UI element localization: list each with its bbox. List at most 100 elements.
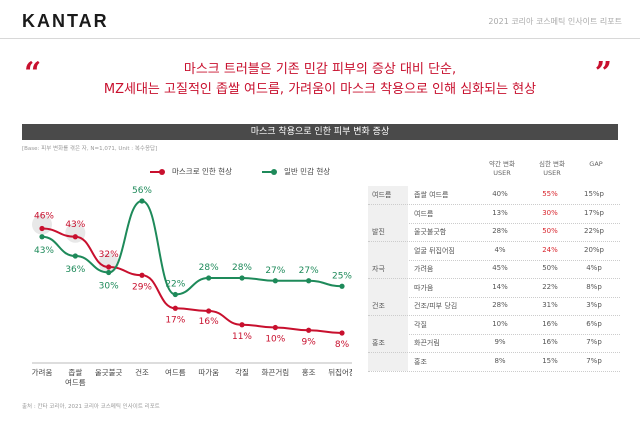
data-label: 28% xyxy=(199,263,219,273)
table-header-line: 약간 변화 xyxy=(489,160,515,168)
data-point xyxy=(206,308,212,314)
data-point xyxy=(106,269,112,276)
table-cell-mild: 14% xyxy=(492,282,508,291)
close-quote-mark: ” xyxy=(594,56,612,91)
table-row: 얼굴 뒤집어짐 4% 24% 20%p xyxy=(368,242,620,261)
data-point xyxy=(306,327,312,333)
x-tick-label: 가려움 xyxy=(32,367,53,377)
table-cell-gap: 7%p xyxy=(586,356,602,365)
data-point xyxy=(139,272,145,278)
data-label: 27% xyxy=(265,266,285,276)
table-cell-item: 여드름 xyxy=(414,209,434,218)
table-row: 여드름 13% 30% 17%p xyxy=(368,205,620,224)
data-label: 17% xyxy=(165,315,185,325)
table-header-line: GAP xyxy=(589,160,603,168)
table-cell-severe: 16% xyxy=(542,319,558,328)
table-cell-mild: 9% xyxy=(494,338,506,346)
table-cell-gap: 8%p xyxy=(586,282,602,291)
table-group-label: 건조 xyxy=(372,302,385,310)
table-header: 약간 변화 USER xyxy=(482,160,522,178)
data-label: 36% xyxy=(65,265,85,275)
table-cell-gap: 17%p xyxy=(583,208,604,217)
table-group-label: 자극 xyxy=(372,265,385,273)
legend-dot-red xyxy=(159,168,165,175)
table-row: 가려움 45% 50% 4%p xyxy=(368,260,620,279)
data-point xyxy=(172,305,178,311)
table-cell-item: 화끈거림 xyxy=(414,339,440,347)
open-quote-mark: “ xyxy=(24,56,42,91)
table-cell-mild: 13% xyxy=(492,208,508,217)
table-cell-severe: 50% xyxy=(542,227,558,235)
x-tick-label: 각질 xyxy=(235,367,249,377)
table-cell-item: 건조/피부 당김 xyxy=(414,302,458,310)
series-line-mask xyxy=(41,227,343,334)
x-tick-label: 여드름 xyxy=(65,377,86,387)
data-label: 30% xyxy=(99,282,119,292)
table-group-label: 발진 xyxy=(372,228,385,236)
table-header-line: USER xyxy=(493,169,511,177)
data-point xyxy=(39,225,45,232)
table-cell-item: 울긋불긋함 xyxy=(414,228,447,236)
headline: 마스크 트러블은 기존 민감 피부의 증상 대비 단순, MZ세대는 고질적인 … xyxy=(60,60,580,100)
series-line-general xyxy=(41,199,343,296)
data-label: 8% xyxy=(335,340,350,350)
base-note: [Base: 피부 변화를 겪은 자, N=1,071, Unit : 복수응답… xyxy=(22,146,158,152)
table-cell-item: 홍조 xyxy=(414,357,427,366)
table-cell-gap: 20%p xyxy=(583,245,604,254)
table-header-line: USER xyxy=(543,169,561,177)
table-cell-severe: 55% xyxy=(542,190,558,198)
table-cell-gap: 7%p xyxy=(586,338,602,346)
header-divider xyxy=(0,38,640,39)
legend-line-green xyxy=(262,170,276,173)
x-tick-label: 홍조 xyxy=(302,367,316,377)
table-cell-gap: 15%p xyxy=(583,190,604,198)
table-cell-severe: 24% xyxy=(542,245,558,254)
headline-line-1: 마스크 트러블은 기존 민감 피부의 증상 대비 단순, xyxy=(183,62,457,77)
data-point xyxy=(139,198,145,204)
table-row: 홍조 8% 15% 7%p xyxy=(368,353,620,372)
data-point xyxy=(306,278,312,284)
data-label: 28% xyxy=(232,263,252,273)
x-tick-label: 여드름 xyxy=(165,367,186,377)
table-cell-mild: 4% xyxy=(494,245,506,254)
table-cell-severe: 15% xyxy=(542,356,558,365)
data-point xyxy=(272,278,278,284)
table-group-label: 홍조 xyxy=(372,339,385,347)
table-cell-severe: 22% xyxy=(542,282,558,291)
x-tick-label: 건조 xyxy=(135,367,149,377)
table-cell-gap: 22%p xyxy=(583,227,604,235)
table-row: 각질 10% 16% 6%p xyxy=(368,316,620,335)
x-tick-label: 화끈거림 xyxy=(262,368,290,377)
data-point xyxy=(272,324,278,331)
table-row: 울긋불긋함 28% 50% 22%p xyxy=(368,223,620,242)
section-title: 마스크 착용으로 인한 피부 변화 증상 xyxy=(22,124,618,140)
data-label: 56% xyxy=(132,186,152,196)
x-tick-label: 좁쌀 xyxy=(68,368,82,377)
legend-item-mask: 마스크로 인한 현상 xyxy=(150,166,232,177)
data-label: 22% xyxy=(165,280,185,290)
table-cell-gap: 4%p xyxy=(586,264,602,272)
x-tick-label: 울긋불긋 xyxy=(95,368,123,377)
data-label: 9% xyxy=(302,337,317,347)
data-point xyxy=(172,291,178,298)
report-title: 2021 코리아 코스메틱 인사이트 리포트 xyxy=(488,17,622,26)
brand-logo: KANTAR xyxy=(22,11,109,31)
data-label: 11% xyxy=(232,332,252,342)
source-note: 출처 : 칸타 코리아, 2021 코리아 코스메틱 인사이트 리포트 xyxy=(22,404,160,410)
data-point xyxy=(339,330,345,336)
table-cell-mild: 8% xyxy=(494,356,506,365)
data-label: 46% xyxy=(34,212,54,222)
table-header: 심한 변화 USER xyxy=(532,160,572,178)
data-point xyxy=(106,264,112,270)
legend-dot-green xyxy=(271,168,277,175)
data-label: 27% xyxy=(299,266,319,276)
table-cell-item: 각질 xyxy=(414,320,427,329)
table-cell-mild: 28% xyxy=(492,227,508,235)
x-tick-label: 뒤집어짐 xyxy=(328,367,352,377)
table-cell-mild: 10% xyxy=(492,319,508,328)
data-label: 43% xyxy=(65,220,85,230)
table-cell-severe: 30% xyxy=(542,208,558,217)
table-row: 건조/피부 당김 28% 31% 3%p xyxy=(368,297,620,316)
table-cell-mild: 40% xyxy=(492,190,508,198)
table-cell-mild: 45% xyxy=(492,264,508,272)
